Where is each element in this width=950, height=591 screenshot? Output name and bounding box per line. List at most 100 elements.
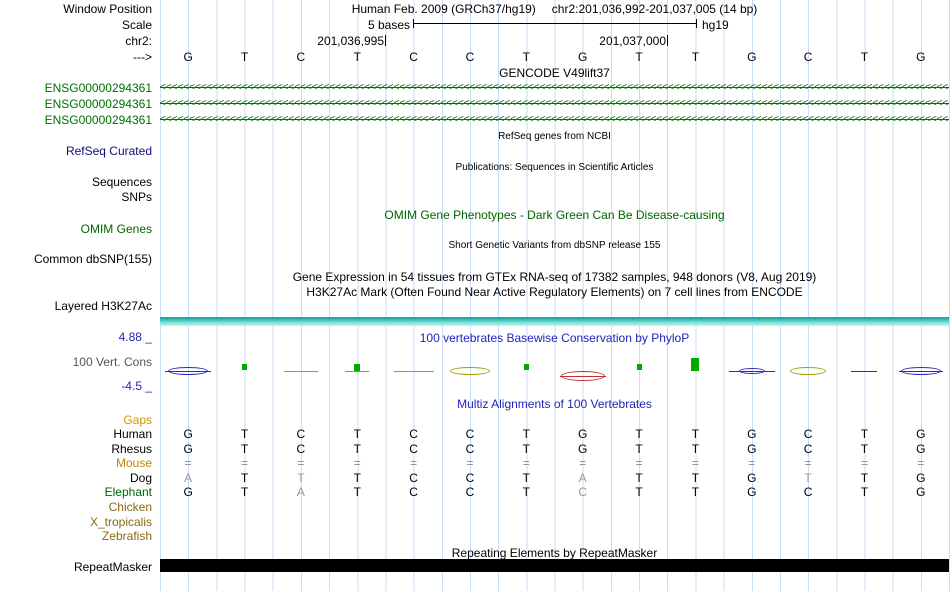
alignment-base: C (409, 427, 418, 441)
species-label[interactable]: X_tropicalis (89, 514, 152, 529)
coordinate-right: 201,037,000 (160, 34, 668, 48)
species-label[interactable]: Rhesus (111, 441, 152, 456)
conservation-glyph (345, 370, 370, 372)
alignment-base: T (860, 441, 869, 456)
alignment-base: = (466, 456, 474, 471)
alignment-base: T (860, 470, 869, 485)
species-label[interactable]: Elephant (104, 485, 152, 500)
alignment-base: = (410, 456, 418, 471)
alignment-base: T (522, 427, 530, 441)
gene-id-label[interactable]: ENSG00000294361 (44, 97, 152, 111)
scale-value: 5 bases (367, 18, 410, 32)
reference-base: T (522, 50, 530, 64)
alignment-base: = (635, 456, 643, 471)
alignment-base: = (579, 456, 587, 471)
gene-transcript-line[interactable]: <<<<<<<<<<<<<<<<<<<<<<<<<<<<<<<<<<<<<<<<… (160, 81, 949, 95)
reference-base: T (860, 50, 869, 64)
conservation-glyph (636, 364, 642, 370)
h3k27ac-signal-band[interactable] (160, 317, 949, 326)
species-label[interactable]: Zebrafish (101, 529, 152, 544)
reference-base: T (240, 50, 249, 64)
alignment-base: C (409, 485, 418, 500)
scale-label: Scale (121, 18, 152, 32)
refseq-track-title[interactable]: RefSeq genes from NCBI (498, 131, 611, 142)
multiz-track-title[interactable]: Multiz Alignments of 100 Vertebrates (457, 397, 652, 411)
alignment-base: T (353, 470, 361, 485)
alignment-base: = (353, 456, 361, 471)
track-label-sequences[interactable]: Sequences (91, 175, 152, 189)
alignment-base: T (860, 427, 869, 441)
phylop-track-title[interactable]: 100 vertebrates Basewise Conservation by… (419, 331, 690, 345)
alignment-base: A (296, 485, 305, 500)
chromosome-label: chr2: (125, 34, 152, 48)
track-label-layered-h3k27ac[interactable]: Layered H3K27Ac (54, 299, 152, 313)
alignment-base: G (183, 427, 193, 441)
gene-transcript-line[interactable]: <<<<<<<<<<<<<<<<<<<<<<<<<<<<<<<<<<<<<<<<… (160, 113, 949, 127)
coordinate-left-text: 201,036,995 (317, 34, 384, 48)
alignment-base: T (635, 485, 643, 500)
conservation-glyph (168, 367, 209, 375)
alignment-base: T (860, 485, 869, 500)
track-label-common-dbsnp[interactable]: Common dbSNP(155) (33, 252, 152, 266)
reference-base: T (691, 50, 700, 64)
species-label[interactable]: Human (113, 427, 152, 441)
alignment-base: T (522, 441, 530, 456)
alignment-base: C (803, 485, 813, 500)
repeatmasker-track-title[interactable]: Repeating Elements by RepeatMasker (451, 546, 658, 560)
species-label[interactable]: Dog (129, 470, 152, 485)
reference-base: G (747, 50, 757, 64)
alignment-base: G (747, 485, 757, 500)
gtex-track-title[interactable]: Gene Expression in 54 tissues from GTEx … (292, 270, 817, 284)
window-position-label: Window Position (63, 2, 152, 16)
track-label-omim-genes[interactable]: OMIM Genes (80, 222, 152, 236)
h3k27ac-track-title[interactable]: H3K27Ac Mark (Often Found Near Active Re… (306, 285, 803, 299)
conservation-glyph (393, 370, 434, 372)
reference-base: G (578, 50, 588, 64)
alignment-base: C (465, 470, 475, 485)
gene-transcript-line[interactable]: <<<<<<<<<<<<<<<<<<<<<<<<<<<<<<<<<<<<<<<<… (160, 97, 949, 111)
species-label[interactable]: Chicken (108, 500, 152, 514)
alignment-base: T (691, 441, 700, 456)
dbsnp-track-title[interactable]: Short Genetic Variants from dbSNP releas… (448, 240, 661, 251)
reference-base: G (183, 50, 193, 64)
alignment-base: T (240, 470, 249, 485)
alignment-base: G (578, 427, 588, 441)
alignment-base: = (691, 456, 699, 471)
alignment-base: T (635, 441, 643, 456)
conservation-glyph (283, 370, 318, 372)
omim-track-title[interactable]: OMIM Gene Phenotypes - Dark Green Can Be… (384, 208, 725, 222)
alignment-base: C (296, 441, 306, 456)
alignment-base: = (804, 456, 812, 471)
alignment-base: = (748, 456, 756, 471)
alignment-base: C (465, 427, 475, 441)
species-label[interactable]: Mouse (115, 456, 152, 471)
track-label-snps[interactable]: SNPs (121, 190, 152, 204)
alignment-row[interactable]: = = = = = = = = = = = = = = (160, 456, 949, 470)
gene-id-label[interactable]: ENSG00000294361 (44, 81, 152, 95)
conservation-glyph (354, 363, 361, 371)
alignment-base: T (297, 470, 305, 485)
reference-base: T (353, 50, 361, 64)
track-label-repeatmasker[interactable]: RepeatMasker (73, 560, 152, 574)
gene-id-label[interactable]: ENSG00000294361 (44, 113, 152, 127)
track-label-refseq-curated[interactable]: RefSeq Curated (65, 144, 152, 158)
conservation-glyph (851, 370, 878, 372)
alignment-base: G (747, 470, 757, 485)
alignment-base: T (691, 427, 700, 441)
alignment-base: = (184, 456, 192, 471)
gencode-track-title[interactable]: GENCODE V49lift37 (499, 66, 610, 80)
alignment-base: T (522, 470, 530, 485)
conservation-min-value: -4.5 _ (121, 379, 152, 393)
phylop-signal-track[interactable] (160, 352, 949, 392)
alignment-base: A (184, 470, 193, 485)
track-label-gaps[interactable]: Gaps (123, 413, 152, 427)
alignment-base: G (183, 485, 193, 500)
track-label-100-vert-cons[interactable]: 100 Vert. Cons (72, 355, 152, 369)
repeatmasker-bar[interactable] (160, 559, 949, 572)
publications-track-title[interactable]: Publications: Sequences in Scientific Ar… (455, 162, 654, 173)
alignment-base: T (635, 427, 643, 441)
